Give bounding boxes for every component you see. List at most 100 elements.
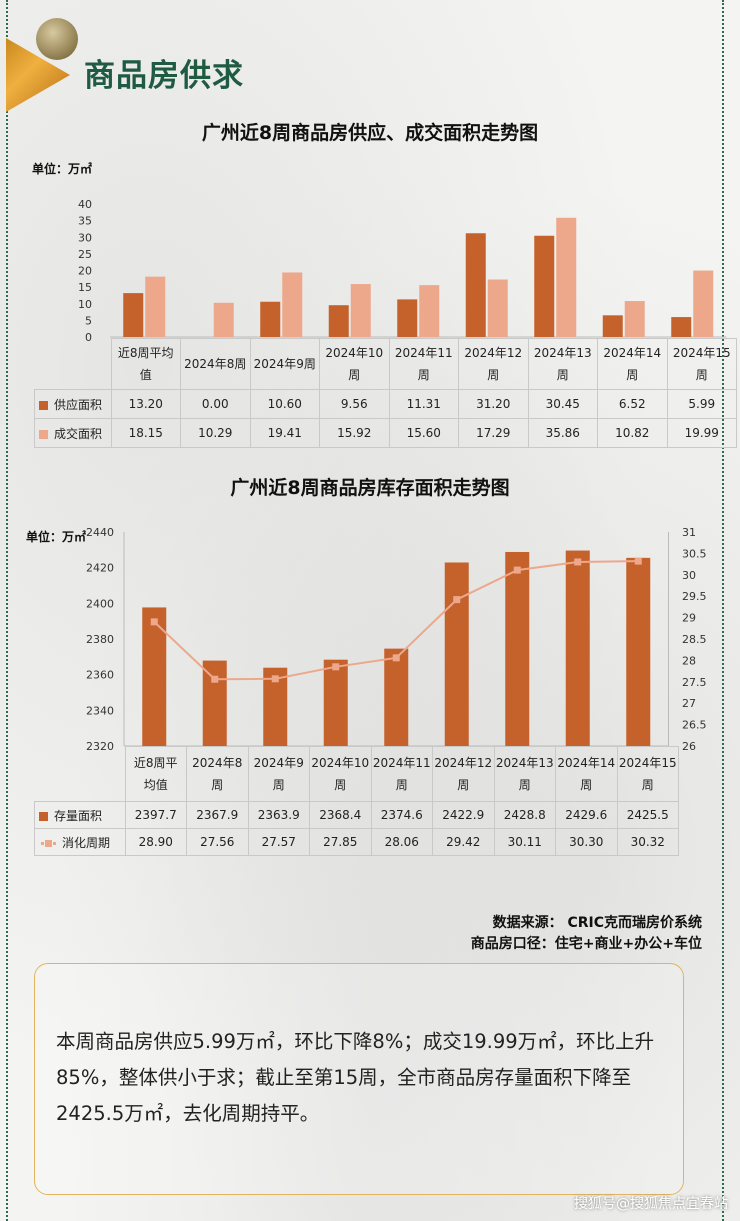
table-cell: 27.56 [186, 828, 249, 856]
table-cell: 17.29 [458, 418, 529, 448]
y-tick-label: 40 [78, 198, 92, 211]
y2-tick-label: 28 [682, 654, 696, 667]
category-label: 2024年8周 [180, 338, 251, 390]
y-tick-label: 2320 [86, 740, 114, 753]
table-row: 消化周期 28.90 27.56 27.57 27.85 28.06 29.42 30.11 3… [34, 828, 679, 856]
cycle-point [150, 618, 158, 626]
table-row: 存量面积 2397.7 2367.9 2363.9 2368.4 2374.6 2422.9… [34, 801, 679, 829]
cycle-point [634, 557, 642, 565]
category-label: 2024年11 周 [370, 746, 433, 802]
data-scope: 商品房口径：住宅+商业+办公+车位 [470, 936, 702, 952]
chart2-unit: 单位：万㎡ [26, 530, 87, 544]
transaction-bar [419, 285, 440, 337]
y2-tick-label: 31 [682, 526, 696, 539]
y2-tick-label: 29 [682, 612, 696, 625]
table-cell: 2367.9 [186, 801, 249, 829]
category-label: 2024年12 周 [458, 338, 529, 390]
table-cell: 5.99 [666, 389, 737, 419]
supply-bar [328, 305, 349, 337]
transaction-bar [556, 217, 577, 337]
legend-label: 存量面积 [54, 808, 103, 823]
category-label: 2024年13 周 [527, 338, 598, 390]
category-label: 近8周平均值 [124, 746, 187, 802]
cycle-point [453, 596, 461, 604]
y2-tick-label: 28.5 [682, 633, 707, 646]
y-tick-label: 0 [85, 331, 92, 344]
table-cell: 29.42 [432, 828, 495, 856]
legend-entry: 供应面积 [34, 389, 112, 419]
y-tick-label: 10 [78, 298, 92, 311]
y-tick-label: 2420 [86, 562, 114, 575]
table-cell: 19.41 [249, 418, 320, 448]
y-tick-label: 2380 [86, 633, 114, 646]
legend-swatch [39, 400, 48, 410]
section-title: 商品房供求 [84, 58, 244, 94]
table-cell: 27.85 [309, 828, 372, 856]
transaction-bar [145, 276, 166, 337]
y2-tick-label: 29.5 [682, 590, 707, 603]
category-label: 2024年10 周 [309, 746, 372, 802]
y2-tick-label: 30 [682, 569, 696, 582]
inventory-bar [323, 659, 348, 746]
legend-label: 供应面积 [54, 397, 103, 412]
table-cell: 2363.9 [247, 801, 310, 829]
y-tick-label: 2440 [86, 526, 114, 539]
category-label: 2024年9周 [249, 338, 320, 390]
y-tick-label: 25 [78, 248, 92, 261]
category-label: 2024年14 周 [555, 746, 618, 802]
chart2-data-table: 近8周平 均值 2024年8 周 2024年9 周 2024年10 周 2024年11 周 2024… [34, 746, 679, 856]
category-label: 2024年11 周 [388, 338, 459, 390]
y2-tick-label: 30.5 [682, 547, 707, 560]
legend-swatch [45, 839, 52, 847]
table-cell: 19.99 [666, 418, 737, 448]
table-cell: 15.60 [388, 418, 459, 448]
y-tick-label: 5 [85, 314, 92, 327]
category-label: 2024年10 周 [319, 338, 390, 390]
y2-tick-label: 26 [682, 740, 696, 753]
chart1-plot: 0 5 10 15 20 25 30 35 40 [78, 198, 727, 344]
inventory-bar [142, 607, 167, 746]
left-border [6, 0, 8, 1221]
supply-bar [397, 299, 418, 337]
cycle-point [513, 566, 521, 574]
table-cell: 35.86 [527, 418, 598, 448]
table-cell: 30.32 [616, 828, 679, 856]
supply-bar [602, 315, 623, 337]
supply-bar [671, 317, 692, 337]
table-cell: 0.00 [180, 389, 251, 419]
table-row: 供应面积 13.20 0.00 10.60 9.56 11.31 31.20 30.45 6.5… [34, 389, 737, 419]
inventory-bar [202, 660, 227, 746]
category-label: 2024年12 周 [432, 746, 495, 802]
supply-bar [534, 235, 555, 337]
legend-entry: 消化周期 [34, 828, 126, 856]
y-tick-label: 2400 [86, 597, 114, 610]
supply-bar [260, 301, 281, 337]
cycle-point [392, 654, 400, 662]
table-corner [35, 747, 126, 802]
table-cell: 11.31 [388, 389, 459, 419]
chart2-title: 广州近8周商品房库存面积走势图 [230, 477, 510, 499]
y2-tick-label: 27 [682, 697, 696, 710]
table-cell: 30.11 [493, 828, 556, 856]
inventory-bar [626, 557, 651, 746]
table-cell: 2428.8 [493, 801, 556, 829]
table-cell: 2374.6 [370, 801, 433, 829]
y2-tick-label: 26.5 [682, 719, 707, 732]
transaction-bar [487, 279, 508, 337]
inventory-bar [505, 551, 530, 746]
table-cell: 13.20 [110, 389, 181, 419]
table-cell: 28.06 [370, 828, 433, 856]
legend-swatch [39, 429, 48, 439]
legend-label: 成交面积 [54, 426, 103, 441]
cycle-point [271, 675, 279, 683]
table-cell: 2368.4 [309, 801, 372, 829]
legend-entry: 成交面积 [34, 418, 112, 448]
table-cell: 15.92 [319, 418, 390, 448]
y-tick-label: 2360 [86, 669, 114, 682]
decorative-circle [36, 18, 78, 60]
table-cell: 28.90 [124, 828, 187, 856]
transaction-bar [693, 270, 714, 337]
